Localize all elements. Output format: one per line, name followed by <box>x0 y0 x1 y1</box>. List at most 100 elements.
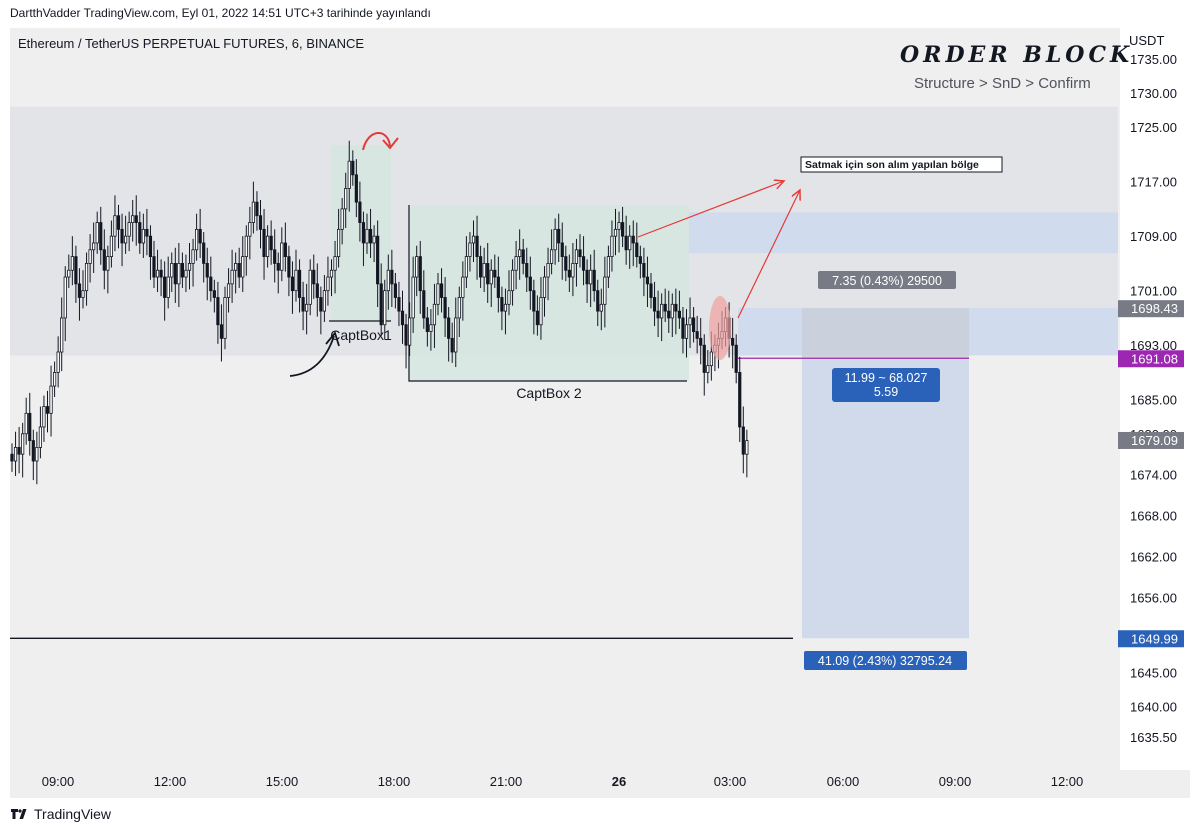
candle-body <box>745 440 749 455</box>
position-reward-zone <box>802 358 969 639</box>
candle-body <box>400 310 405 326</box>
candle-body <box>589 269 593 285</box>
candle-body <box>393 283 398 298</box>
y-tick-label: 1635.50 <box>1130 730 1177 745</box>
candle-body <box>418 256 422 292</box>
candle-body <box>120 228 124 244</box>
candle-body <box>315 283 319 298</box>
candle-body <box>564 256 568 271</box>
y-tick-label: 1640.00 <box>1130 699 1177 714</box>
candle-body <box>226 283 231 298</box>
candle-body <box>443 297 447 319</box>
candle-body <box>670 303 674 319</box>
candle-body <box>706 365 710 373</box>
y-tick-label: 1662.00 <box>1130 549 1177 564</box>
candle-body <box>525 263 529 278</box>
high-highlight <box>709 296 731 360</box>
candle-body <box>31 440 35 462</box>
candle-body <box>546 263 550 278</box>
plot-area[interactable]: CaptBox1 CaptBox 2 Satmak için son alım ya… <box>10 106 1118 670</box>
candle-body <box>539 297 543 326</box>
candle-body <box>24 412 28 435</box>
candle-body <box>535 310 540 326</box>
candle-body <box>99 222 103 251</box>
candle-body <box>478 256 483 278</box>
candle-body <box>603 276 607 305</box>
candle-body <box>49 385 53 414</box>
candle-body <box>237 263 241 278</box>
candle-body <box>631 235 635 244</box>
candle-body <box>613 228 618 237</box>
candle-body <box>88 249 92 264</box>
candle-body <box>386 269 390 292</box>
candle-body <box>290 276 295 292</box>
candle-body <box>521 249 525 264</box>
candle-body <box>10 453 14 462</box>
candle-body <box>248 222 252 237</box>
candle-body <box>95 222 99 244</box>
candle-body <box>532 290 536 312</box>
candle-body <box>145 228 149 237</box>
candle-body <box>674 303 678 312</box>
candle-body <box>468 242 472 258</box>
candle-body <box>84 263 89 292</box>
candle-body <box>45 406 50 414</box>
stop-label-text: 41.09 (2.43%) 32795.24 <box>818 654 952 668</box>
candle-body <box>63 276 67 319</box>
candle-body <box>131 215 135 223</box>
candle-body <box>77 283 82 298</box>
x-tick-label: 21:00 <box>490 774 523 789</box>
candle-body <box>106 256 110 271</box>
candle-body <box>702 344 706 373</box>
candle-body <box>92 242 96 251</box>
candle-body <box>283 242 287 258</box>
candle-body <box>628 235 632 251</box>
candle-body <box>13 447 18 462</box>
candle-body <box>35 447 39 462</box>
price-axis[interactable]: USDT 1735.00 1730.00 1725.00 1717.00 1709.00 1… <box>1118 28 1190 770</box>
tradingview-logo-icon <box>11 809 27 819</box>
candle-body <box>581 256 586 271</box>
candle-body <box>407 317 412 346</box>
candle-body <box>606 256 611 278</box>
target-label: 7.35 (0.43%) 29500 <box>818 271 956 289</box>
candle-body <box>496 276 500 298</box>
y-tick-label: 1701.00 <box>1130 284 1177 299</box>
candle-body <box>578 249 582 258</box>
candle-body <box>596 290 600 312</box>
candle-body <box>486 263 490 285</box>
order-block-upper-zone <box>688 212 1118 254</box>
candle-body <box>731 337 735 346</box>
candle-body <box>461 276 465 298</box>
candle-body <box>447 317 451 339</box>
candle-body <box>454 317 458 353</box>
candle-body <box>397 297 401 312</box>
candle-body <box>358 201 362 223</box>
candle-body <box>212 290 216 298</box>
candle-body <box>503 303 508 312</box>
candle-body <box>173 263 177 285</box>
candle-body <box>251 201 255 223</box>
candle-body <box>376 235 380 285</box>
x-tick-label: 03:00 <box>714 774 747 789</box>
y-tick-label: 1717.00 <box>1130 175 1177 190</box>
candle-body <box>493 269 497 278</box>
candle-body <box>390 269 394 285</box>
candle-body <box>411 276 415 319</box>
candle-body <box>372 235 376 244</box>
price-tag: 1679.09 <box>1118 431 1184 449</box>
candle-body <box>116 215 121 230</box>
callout-box: Satmak için son alım yapılan bölge <box>800 156 1003 173</box>
candle-body <box>138 222 142 244</box>
candle-body <box>28 412 32 441</box>
candle-body <box>294 269 298 292</box>
y-tick-label: 1735.00 <box>1130 52 1177 67</box>
red-top-mark <box>362 132 391 151</box>
candle-body <box>81 290 85 298</box>
x-tick-label: 06:00 <box>827 774 860 789</box>
price-tag-text: 1698.43 <box>1131 301 1178 316</box>
candle-body <box>333 256 337 271</box>
publish-header: DartthVadder TradingView.com, Eyl 01, 20… <box>10 6 431 20</box>
axis-unit: USDT <box>1129 33 1164 48</box>
